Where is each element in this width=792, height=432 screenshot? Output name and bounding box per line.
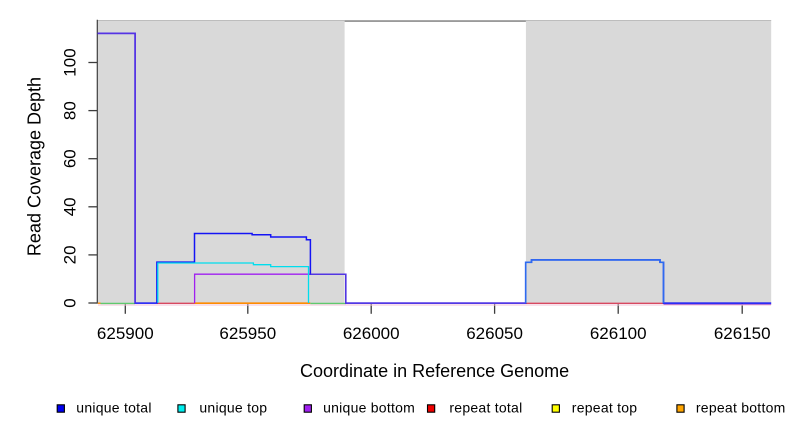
svg-text:repeat total: repeat total bbox=[449, 400, 522, 416]
svg-text:repeat bottom: repeat bottom bbox=[696, 400, 786, 416]
svg-text:Read Coverage Depth: Read Coverage Depth bbox=[25, 77, 45, 256]
svg-text:625950: 625950 bbox=[219, 324, 276, 343]
svg-text:625900: 625900 bbox=[97, 324, 154, 343]
svg-text:repeat top: repeat top bbox=[572, 400, 638, 416]
svg-text:626150: 626150 bbox=[714, 324, 771, 343]
svg-text:100: 100 bbox=[60, 48, 79, 76]
svg-text:626100: 626100 bbox=[590, 324, 647, 343]
svg-text:626050: 626050 bbox=[466, 324, 523, 343]
svg-text:unique top: unique top bbox=[199, 400, 267, 416]
svg-text:Coordinate in Reference Genome: Coordinate in Reference Genome bbox=[300, 361, 569, 381]
svg-text:0: 0 bbox=[60, 298, 79, 307]
svg-text:20: 20 bbox=[60, 245, 79, 264]
svg-text:unique bottom: unique bottom bbox=[323, 400, 415, 416]
svg-text:60: 60 bbox=[60, 149, 79, 168]
svg-text:626000: 626000 bbox=[343, 324, 400, 343]
svg-text:80: 80 bbox=[60, 101, 79, 120]
svg-text:unique total: unique total bbox=[76, 400, 151, 416]
svg-text:40: 40 bbox=[60, 197, 79, 216]
